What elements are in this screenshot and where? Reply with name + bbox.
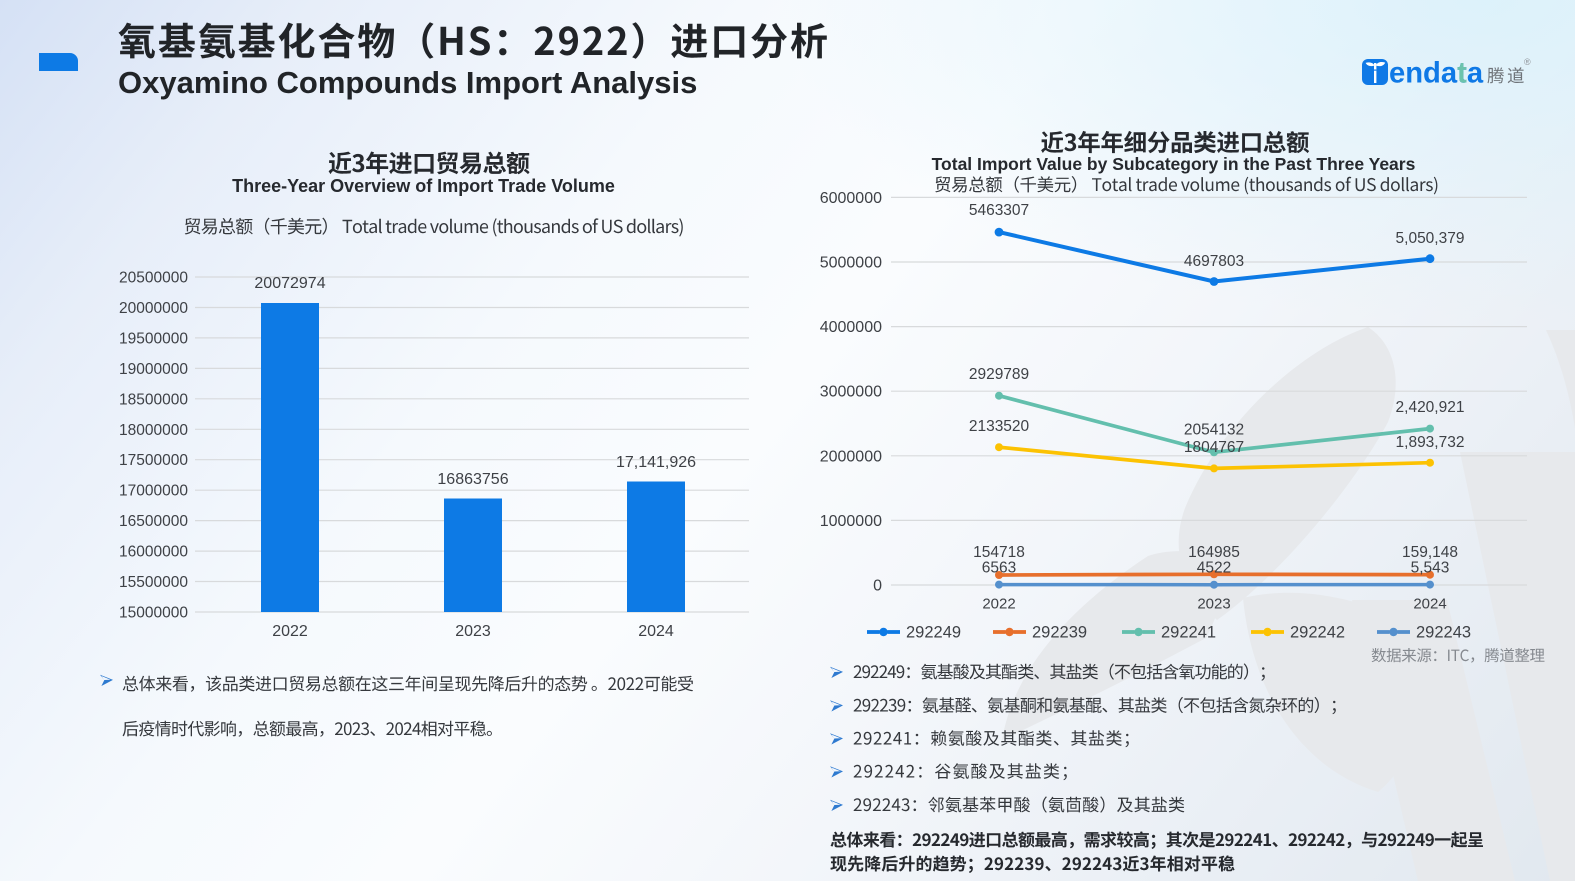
svg-text:18500000: 18500000 — [119, 391, 188, 408]
svg-text:20000000: 20000000 — [119, 300, 188, 317]
svg-text:292249: 292249 — [906, 624, 961, 642]
svg-text:19000000: 19000000 — [119, 361, 188, 378]
svg-text:0: 0 — [873, 578, 882, 595]
svg-text:2000000: 2000000 — [820, 448, 882, 465]
svg-text:2023: 2023 — [1197, 596, 1230, 613]
svg-text:®: ® — [1524, 57, 1531, 67]
svg-text:15500000: 15500000 — [119, 574, 188, 591]
svg-text:3000000: 3000000 — [820, 384, 882, 401]
svg-text:18000000: 18000000 — [119, 422, 188, 439]
svg-text:164985: 164985 — [1188, 544, 1240, 561]
svg-text:2022: 2022 — [982, 596, 1015, 613]
svg-text:2022: 2022 — [272, 623, 308, 640]
svg-text:4000000: 4000000 — [820, 319, 882, 336]
svg-text:6563: 6563 — [982, 560, 1016, 577]
svg-text:t: t — [1457, 58, 1467, 90]
svg-text:19500000: 19500000 — [119, 330, 188, 347]
svg-text:20072974: 20072974 — [254, 275, 325, 292]
svg-text:2023: 2023 — [455, 623, 491, 640]
svg-text:292239: 292239 — [1032, 624, 1087, 642]
svg-text:17000000: 17000000 — [119, 483, 188, 500]
svg-text:292241: 292241 — [1161, 624, 1216, 642]
svg-text:5000000: 5000000 — [820, 255, 882, 272]
svg-text:154718: 154718 — [973, 544, 1025, 561]
svg-text:1000000: 1000000 — [820, 513, 882, 530]
svg-text:endata: endata — [1389, 58, 1484, 90]
svg-text:20500000: 20500000 — [119, 270, 188, 287]
svg-text:15000000: 15000000 — [119, 605, 188, 622]
svg-text:292243: 292243 — [1416, 624, 1471, 642]
svg-text:17,141,926: 17,141,926 — [616, 454, 696, 471]
svg-text:4697803: 4697803 — [1184, 253, 1244, 270]
svg-text:17500000: 17500000 — [119, 452, 188, 469]
svg-text:2929789: 2929789 — [969, 366, 1029, 383]
svg-text:1,893,732: 1,893,732 — [1396, 434, 1465, 451]
svg-text:Three-Year Overview of Import: Three-Year Overview of Import Trade Volu… — [232, 176, 615, 196]
svg-text:159,148: 159,148 — [1402, 544, 1458, 561]
svg-text:4522: 4522 — [1197, 560, 1231, 577]
svg-text:Oxyamino Compounds Import Anal: Oxyamino Compounds Import Analysis — [118, 65, 697, 100]
svg-text:Total Import Value by Subcateg: Total Import Value by Subcategory in the… — [932, 154, 1416, 174]
svg-text:5463307: 5463307 — [969, 202, 1029, 219]
svg-text:1804767: 1804767 — [1184, 439, 1244, 456]
svg-text:2024: 2024 — [1413, 596, 1446, 613]
svg-text:16500000: 16500000 — [119, 513, 188, 530]
svg-text:2133520: 2133520 — [969, 418, 1030, 435]
svg-text:2024: 2024 — [638, 623, 674, 640]
svg-text:292242: 292242 — [1290, 624, 1345, 642]
svg-text:5,050,379: 5,050,379 — [1396, 230, 1465, 247]
svg-text:2,420,921: 2,420,921 — [1396, 399, 1465, 416]
svg-text:16000000: 16000000 — [119, 544, 188, 561]
svg-text:16863756: 16863756 — [437, 471, 508, 488]
svg-text:5,543: 5,543 — [1411, 560, 1450, 577]
svg-text:6000000: 6000000 — [820, 190, 882, 207]
svg-text:2054132: 2054132 — [1184, 422, 1244, 439]
